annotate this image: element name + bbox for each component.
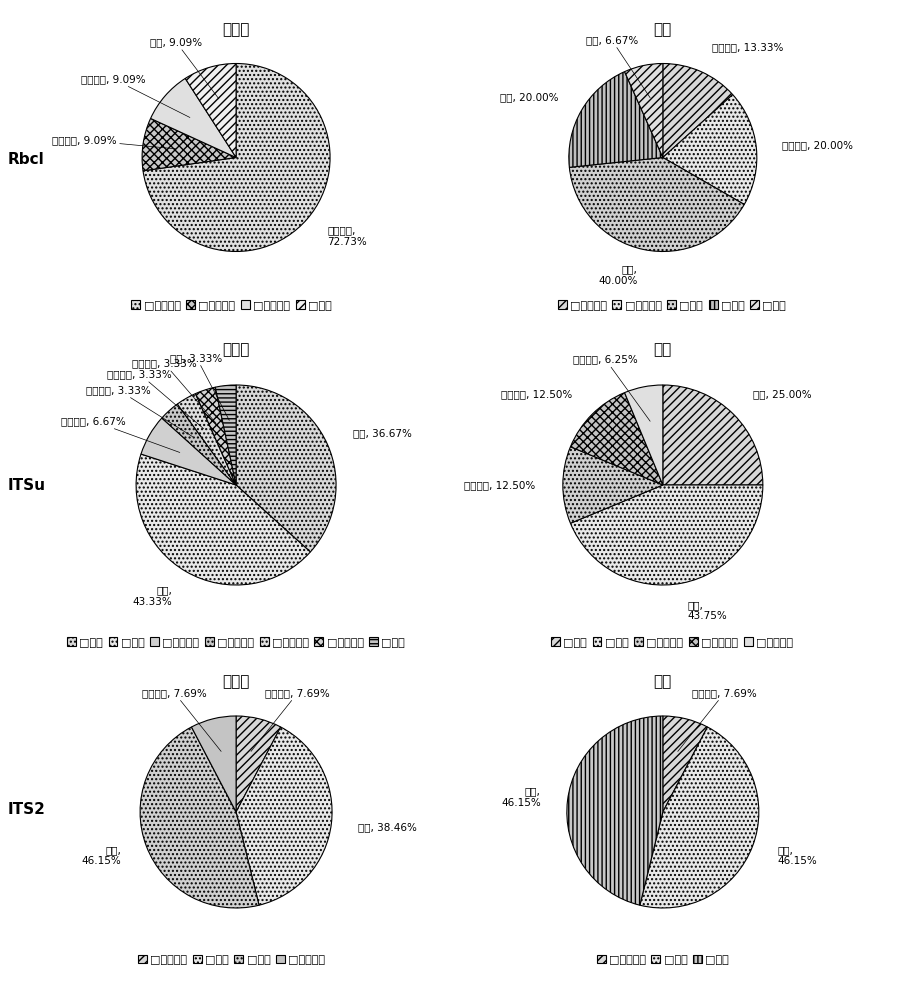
Title: 水样: 水样 (654, 674, 672, 689)
Text: 水生植物, 13.33%: 水生植物, 13.33% (712, 43, 783, 53)
Legend: □真菌, □藻类, □原生动物, □浮游动物, □水生植物, □胎盘动物, □细菌: □真菌, □藻类, □原生动物, □浮游动物, □水生植物, □胎盘动物, □细… (67, 637, 405, 648)
Wedge shape (136, 454, 311, 585)
Wedge shape (162, 404, 236, 485)
Text: 其他, 6.67%: 其他, 6.67% (586, 35, 650, 98)
Text: 藻类, 38.46%: 藻类, 38.46% (358, 822, 417, 832)
Wedge shape (568, 72, 663, 167)
Title: 沉积物: 沉积物 (222, 22, 250, 37)
Text: 原生动物, 6.67%: 原生动物, 6.67% (61, 416, 180, 452)
Text: 藻类,
46.15%: 藻类, 46.15% (778, 845, 817, 866)
Wedge shape (567, 716, 663, 905)
Text: 陆生植物, 20.00%: 陆生植物, 20.00% (783, 140, 854, 150)
Wedge shape (195, 387, 236, 485)
Wedge shape (570, 485, 763, 585)
Wedge shape (236, 716, 281, 812)
Text: 真菌, 36.67%: 真菌, 36.67% (353, 428, 412, 438)
Legend: □水生植物, □陆生植物, □藻类, □细菌, □其他: □水生植物, □陆生植物, □藻类, □细菌, □其他 (558, 300, 786, 311)
Wedge shape (563, 447, 663, 523)
Wedge shape (663, 385, 763, 485)
Wedge shape (625, 385, 663, 485)
Title: 沉积物: 沉积物 (222, 342, 250, 357)
Legend: □水生植物, □藻类, □真菌: □水生植物, □藻类, □真菌 (597, 955, 729, 965)
Wedge shape (236, 727, 332, 905)
Text: 扁形动物, 12.50%: 扁形动物, 12.50% (501, 389, 572, 399)
Text: 陆生植物, 9.09%: 陆生植物, 9.09% (53, 135, 175, 149)
Text: 藻类,
43.75%: 藻类, 43.75% (688, 600, 727, 621)
Text: ITSu: ITSu (7, 478, 45, 492)
Wedge shape (215, 385, 236, 485)
Wedge shape (185, 64, 236, 157)
Text: 真菌,
46.15%: 真菌, 46.15% (501, 786, 541, 808)
Text: 水生植物, 7.69%: 水生植物, 7.69% (251, 688, 331, 751)
Wedge shape (151, 78, 236, 157)
Text: 苔跃植物, 9.09%: 苔跃植物, 9.09% (81, 74, 190, 117)
Text: 原生动物, 12.50%: 原生动物, 12.50% (464, 480, 535, 490)
Wedge shape (177, 394, 236, 485)
Legend: □水生植物, □藻类, □真菌, □原生动物: □水生植物, □藻类, □真菌, □原生动物 (138, 955, 325, 965)
Title: 水样: 水样 (654, 22, 672, 37)
Text: 浮游动物, 6.25%: 浮游动物, 6.25% (573, 354, 650, 421)
Text: 细菌, 20.00%: 细菌, 20.00% (500, 92, 558, 102)
Wedge shape (192, 716, 236, 812)
Text: 原生动物, 7.69%: 原生动物, 7.69% (142, 688, 222, 751)
Wedge shape (640, 727, 759, 908)
Text: 藻类, 9.09%: 藻类, 9.09% (150, 37, 219, 99)
Wedge shape (663, 95, 757, 204)
Wedge shape (236, 385, 336, 552)
Wedge shape (142, 118, 236, 171)
Text: 真菌,
46.15%: 真菌, 46.15% (82, 845, 121, 866)
Text: 细菌, 3.33%: 细菌, 3.33% (171, 353, 230, 420)
Wedge shape (140, 727, 259, 908)
Wedge shape (143, 64, 331, 251)
Text: 水生植物, 3.33%: 水生植物, 3.33% (107, 369, 203, 429)
Text: 浮游动物, 3.33%: 浮游动物, 3.33% (85, 385, 192, 437)
Text: 真菌, 25.00%: 真菌, 25.00% (754, 389, 812, 399)
Wedge shape (569, 157, 745, 251)
Text: 水生植物, 7.69%: 水生植物, 7.69% (677, 688, 757, 751)
Wedge shape (625, 64, 663, 157)
Legend: □真菌, □藻类, □原生动物, □扁形动物, □浮游动物: □真菌, □藻类, □原生动物, □扁形动物, □浮游动物 (551, 637, 793, 648)
Title: 沉积物: 沉积物 (222, 674, 250, 689)
Text: 胎盘动物, 3.33%: 胎盘动物, 3.33% (132, 358, 216, 423)
Wedge shape (663, 64, 733, 157)
Text: 藻类,
40.00%: 藻类, 40.00% (598, 264, 637, 286)
Title: 水样: 水样 (654, 342, 672, 357)
Text: 水生植物,
72.73%: 水生植物, 72.73% (327, 226, 367, 247)
Wedge shape (570, 393, 663, 485)
Legend: □水生植物, □陆生植物, □苔跃植物, □藻类: □水生植物, □陆生植物, □苔跃植物, □藻类 (132, 300, 331, 311)
Text: ITS2: ITS2 (7, 802, 45, 818)
Text: 藻类,
43.33%: 藻类, 43.33% (133, 585, 172, 607)
Text: Rbcl: Rbcl (7, 152, 44, 167)
Wedge shape (141, 418, 236, 485)
Wedge shape (663, 716, 707, 812)
